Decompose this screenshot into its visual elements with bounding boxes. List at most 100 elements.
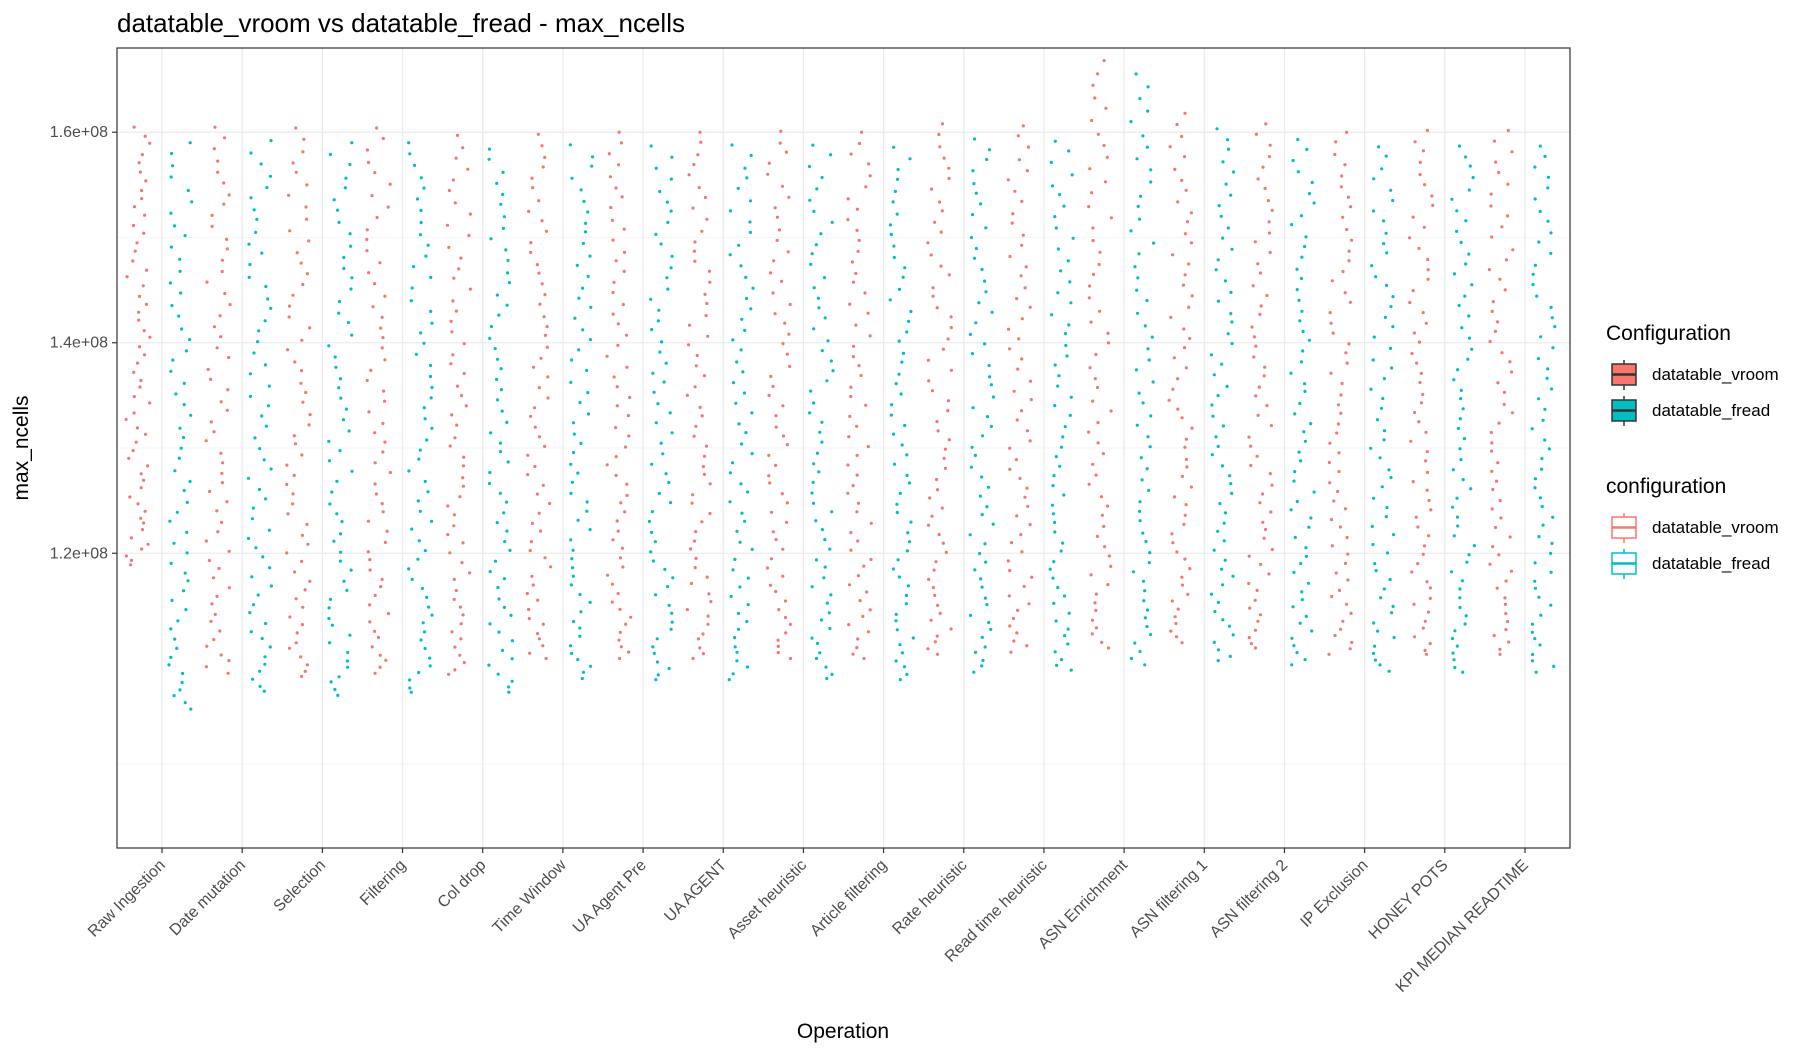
data-point (788, 364, 792, 368)
data-point (380, 346, 384, 350)
data-point (379, 326, 383, 330)
data-point (983, 542, 987, 546)
data-point (422, 341, 426, 345)
data-point (654, 166, 658, 170)
data-point (1145, 467, 1149, 471)
x-tick-label: Raw Ingestion (85, 857, 169, 941)
data-point (611, 538, 615, 542)
data-point (1188, 336, 1192, 341)
data-point (1069, 301, 1073, 305)
data-point (306, 542, 310, 546)
data-point (1230, 491, 1234, 495)
data-point (856, 637, 860, 641)
data-point (788, 622, 793, 627)
data-point (1424, 430, 1428, 434)
data-point (525, 591, 529, 596)
data-point (984, 560, 988, 564)
data-point (429, 396, 433, 400)
data-point (549, 565, 553, 569)
data-point (204, 539, 208, 543)
data-point (930, 187, 934, 191)
data-point (139, 472, 143, 476)
data-point (1261, 165, 1265, 169)
data-point (650, 530, 654, 535)
data-point (1145, 299, 1149, 303)
data-point (1428, 596, 1432, 601)
data-point (1145, 145, 1149, 149)
data-point (895, 212, 899, 216)
data-point (375, 215, 379, 220)
data-point (1465, 560, 1469, 564)
data-point (347, 429, 351, 433)
data-point (373, 431, 377, 435)
data-point (1140, 478, 1144, 482)
data-point (1377, 145, 1381, 149)
data-point (1129, 120, 1133, 124)
data-point (1267, 572, 1271, 576)
data-point (143, 432, 148, 436)
data-point (222, 202, 226, 206)
data-point (1373, 562, 1377, 566)
data-point (452, 577, 456, 582)
data-point (177, 456, 181, 460)
data-point (209, 420, 213, 424)
data-point (1254, 394, 1258, 398)
data-point (1249, 444, 1253, 448)
data-point (1133, 641, 1137, 645)
data-point (208, 489, 212, 494)
data-point (498, 441, 503, 445)
data-point (368, 558, 372, 562)
data-point (774, 425, 778, 429)
data-point (1341, 619, 1345, 623)
data-point (1428, 586, 1432, 590)
data-point (781, 434, 786, 438)
data-point (694, 364, 698, 368)
data-point (970, 352, 975, 356)
data-point (140, 528, 145, 532)
data-point (629, 615, 633, 619)
data-point (373, 482, 377, 486)
data-point (527, 209, 531, 213)
data-point (140, 153, 144, 157)
data-point (946, 409, 950, 413)
data-point (579, 188, 583, 192)
data-point (1186, 592, 1190, 597)
data-point (1387, 468, 1391, 472)
data-point (933, 640, 937, 644)
data-point (1016, 367, 1020, 371)
data-point (211, 576, 216, 580)
data-point (1263, 365, 1267, 369)
data-point (1489, 192, 1493, 196)
data-point (669, 177, 674, 181)
legend-title-color: configuration (1606, 475, 1726, 498)
data-point (812, 327, 816, 331)
data-point (1176, 407, 1180, 411)
data-point (179, 291, 183, 295)
data-point (577, 348, 581, 352)
data-point (695, 353, 699, 358)
data-point (1009, 541, 1014, 545)
data-point (608, 175, 613, 179)
data-point (1106, 331, 1110, 335)
data-point (543, 293, 547, 297)
data-point (1426, 277, 1430, 281)
data-point (1456, 426, 1460, 430)
data-point (447, 188, 451, 193)
data-point (216, 170, 220, 174)
data-point (1217, 204, 1221, 208)
data-point (850, 260, 855, 264)
data-point (408, 152, 412, 156)
data-point (178, 257, 182, 261)
data-point (468, 212, 472, 216)
data-point (506, 460, 510, 464)
data-point (895, 177, 900, 181)
data-point (1490, 441, 1494, 445)
data-point (814, 656, 819, 661)
data-point (707, 269, 712, 273)
data-point (811, 501, 816, 505)
data-point (246, 476, 251, 480)
data-point (848, 414, 852, 418)
data-point (1030, 575, 1034, 579)
data-point (529, 414, 533, 418)
data-point (540, 219, 544, 223)
